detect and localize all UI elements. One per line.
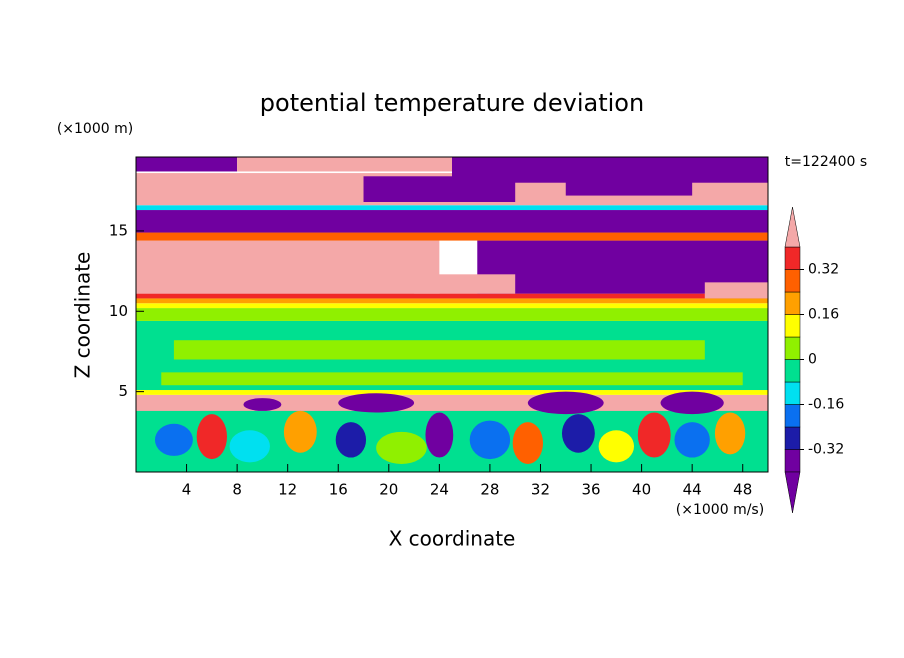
colorbar-tick-label: -0.32 <box>808 442 844 458</box>
contour-region <box>425 412 454 458</box>
contour-region <box>243 398 282 411</box>
contour-region <box>598 430 635 463</box>
colorbar-box <box>784 359 801 383</box>
x-axis-title: X coordinate <box>389 527 516 551</box>
colorbar-box <box>784 291 801 315</box>
contour-region <box>136 232 768 241</box>
time-annotation: t=122400 s <box>785 154 867 170</box>
y-unit: (×1000 m) <box>57 121 133 137</box>
contour-region <box>660 391 724 415</box>
contour-region <box>527 391 604 415</box>
colorbar-tick-label: 0.16 <box>808 307 839 323</box>
y-tick-label: 15 <box>109 221 128 239</box>
colorbar-tick-label: -0.16 <box>808 397 844 413</box>
x-tick-label: 48 <box>733 481 752 499</box>
contour-region <box>136 157 238 172</box>
y-tick-label: 10 <box>109 302 128 320</box>
contour-region <box>338 393 415 413</box>
contour-region <box>136 390 768 395</box>
contour-region <box>469 420 511 460</box>
x-tick-label: 20 <box>379 481 398 499</box>
contour-region <box>161 372 743 386</box>
x-tick-label: 24 <box>430 481 449 499</box>
contour-region <box>704 282 768 299</box>
contour-region <box>136 205 768 211</box>
y-tick-label: 5 <box>118 382 128 400</box>
contour-region <box>414 274 516 294</box>
x-tick-label: 4 <box>182 481 192 499</box>
contour-region <box>136 293 768 299</box>
contour-region <box>136 303 768 309</box>
contour-region <box>714 412 746 455</box>
contour-region <box>136 394 768 411</box>
plot-frame <box>135 156 769 473</box>
x-tick-label: 16 <box>329 481 348 499</box>
x-tick-label: 12 <box>278 481 297 499</box>
x-tick-label: 8 <box>232 481 242 499</box>
colorbar-box <box>784 314 801 338</box>
contour-region <box>173 340 705 360</box>
contour-region <box>674 422 710 458</box>
colorbar: -0.32 -0.16 0 0.16 0.32 <box>784 206 844 514</box>
y-axis-title: Z coordinate <box>71 252 95 379</box>
x-tick-label: 44 <box>683 481 702 499</box>
contour-region <box>376 431 427 464</box>
x-unit: (×1000 m/s) <box>676 502 764 518</box>
contour-region <box>136 240 440 294</box>
contour-region <box>136 298 768 304</box>
contour-region <box>637 412 671 458</box>
colorbar-box <box>784 269 801 293</box>
contour-field <box>136 157 768 472</box>
colorbar-tick-label: 0.32 <box>808 262 839 278</box>
contour-region <box>136 210 768 233</box>
colorbar-tick-label: 0 <box>808 352 817 368</box>
colorbar-box <box>784 246 801 270</box>
contour-region <box>196 414 228 460</box>
contour-region <box>229 430 270 463</box>
colorbar-box <box>784 449 801 473</box>
x-tick-label: 40 <box>632 481 651 499</box>
contour-region <box>154 423 193 456</box>
x-tick-label: 32 <box>531 481 550 499</box>
chart-title: potential temperature deviation <box>260 89 644 117</box>
contour-region <box>283 410 317 453</box>
contour-region <box>565 179 693 196</box>
x-tick-label: 28 <box>480 481 499 499</box>
x-tick-label: 36 <box>581 481 600 499</box>
contour-region <box>512 422 544 464</box>
colorbar-under <box>784 471 801 514</box>
colorbar-over <box>784 206 801 248</box>
contour-region <box>335 422 367 458</box>
colorbar-box <box>784 426 801 450</box>
contour-region <box>452 157 768 183</box>
contour-region <box>136 308 768 321</box>
colorbar-box <box>784 336 801 360</box>
contour-region <box>237 157 452 172</box>
contour-region <box>561 414 595 453</box>
colorbar-box <box>784 381 801 405</box>
colorbar-box <box>784 404 801 428</box>
